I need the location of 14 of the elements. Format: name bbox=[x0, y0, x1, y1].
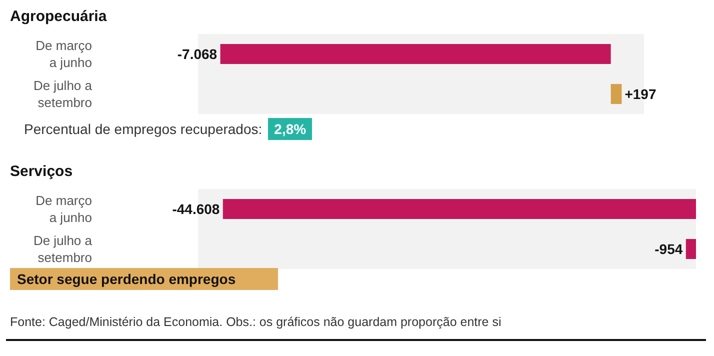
y-tick-label: De julho a setembro bbox=[33, 78, 93, 110]
y-tick-label: De março a junho bbox=[36, 193, 92, 225]
text: Serviços bbox=[10, 163, 73, 180]
source-note: Fonte: Caged/Ministério da Economia. Obs.: os gráficos não guardam proporção entre si bbox=[10, 315, 502, 329]
data-label: -954 bbox=[654, 241, 683, 257]
y-tick-label: De julho a setembro bbox=[33, 233, 93, 265]
text: Percentual de empregos recuperados: bbox=[24, 121, 262, 137]
y-tick-label: De março a junho bbox=[36, 38, 92, 70]
data-label: +197 bbox=[624, 86, 656, 102]
text: Setor segue perdendo empregos bbox=[10, 268, 278, 290]
text: Agropecuária bbox=[10, 8, 107, 25]
data-label: -44.608 bbox=[172, 201, 220, 217]
data-label: -7.068 bbox=[177, 46, 218, 62]
text: 2,8% bbox=[268, 118, 312, 140]
